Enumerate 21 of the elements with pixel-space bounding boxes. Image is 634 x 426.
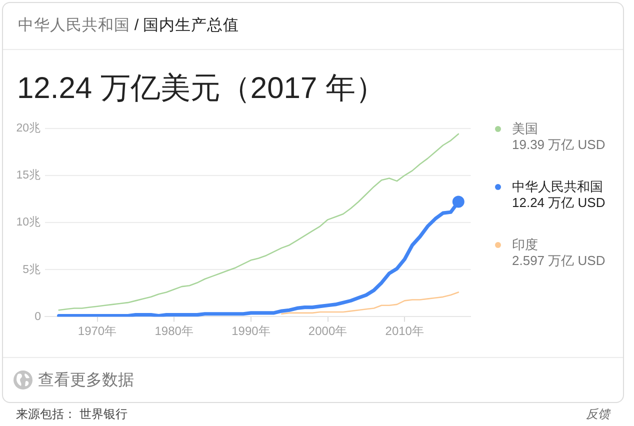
y-tick-label: 10兆 [16, 216, 41, 229]
chart-title: 12.24 万亿美元（2017 年） [17, 71, 386, 107]
text: 查看更多数据 [38, 371, 134, 391]
text: 19.39 万亿 USD [512, 137, 606, 153]
legend-label: 印度 [512, 237, 539, 253]
chart-subtitle: 中华人民共和国 / 国内生产总值 [18, 17, 240, 34]
text: 反馈 [586, 406, 610, 422]
y-tick-label: 5兆 [22, 262, 41, 276]
y-tick-label: 20兆 [16, 121, 41, 134]
text: 12.24 万亿 USD [512, 195, 606, 211]
legend-label: 中华人民共和国 [512, 179, 604, 195]
text: 2.597 万亿 USD [512, 253, 606, 269]
x-tick-label: 1970年 [78, 324, 117, 338]
x-tick-label: 2000年 [308, 324, 348, 338]
x-tick-label: 1990年 [232, 324, 270, 338]
y-tick-label: 0 [34, 310, 41, 323]
x-tick-label: 1980年 [154, 324, 194, 338]
text: 来源包括： 世界银行 [16, 406, 128, 422]
x-tick-label: 2010年 [385, 324, 424, 338]
legend-label: 美国 [512, 121, 539, 137]
y-tick-label: 15兆 [16, 168, 41, 182]
